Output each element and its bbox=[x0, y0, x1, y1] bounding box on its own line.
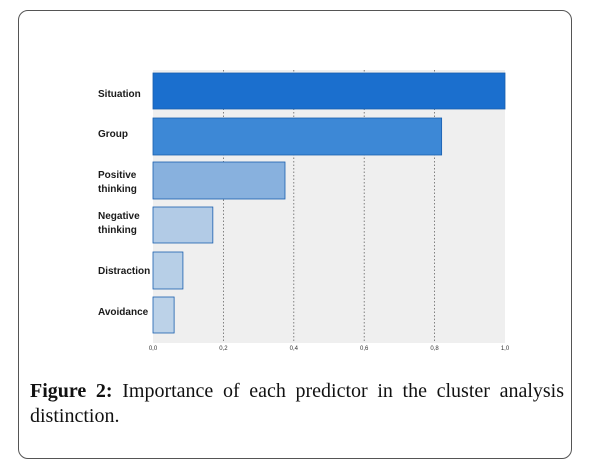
figure-caption: Figure 2: Importance of each predictor i… bbox=[30, 379, 564, 429]
bar bbox=[152, 117, 443, 156]
category-label: Group bbox=[98, 129, 128, 140]
caption-text: Importance of each predictor in the clus… bbox=[30, 380, 564, 427]
category-label: Distraction bbox=[98, 266, 150, 277]
category-labels: Situation Group Positive thinking Negative th… bbox=[98, 89, 150, 318]
x-tick-label: 0,2 bbox=[219, 346, 228, 352]
plot-background bbox=[153, 70, 505, 343]
x-tick-label: 1,0 bbox=[501, 346, 510, 352]
bar bbox=[152, 206, 214, 244]
x-tick-labels: 0,0 0,2 0,4 0,6 0,8 1,0 bbox=[149, 346, 510, 352]
category-label: thinking bbox=[98, 225, 137, 236]
x-tick-label: 0,4 bbox=[290, 346, 299, 352]
bars bbox=[152, 72, 506, 334]
category-label: Negative bbox=[98, 211, 140, 222]
grid-lines bbox=[222, 70, 436, 343]
bar bbox=[152, 251, 184, 290]
bar bbox=[152, 296, 175, 334]
x-tick-label: 0,0 bbox=[149, 346, 158, 352]
x-tick-label: 0,8 bbox=[430, 346, 439, 352]
x-tick-label: 0,6 bbox=[360, 346, 369, 352]
category-label: Positive bbox=[98, 170, 137, 181]
category-label: thinking bbox=[98, 184, 137, 195]
category-label: Situation bbox=[98, 89, 141, 100]
bar bbox=[152, 161, 286, 200]
caption-label: Figure 2: bbox=[30, 380, 113, 402]
bar bbox=[152, 72, 506, 110]
category-label: Avoidance bbox=[98, 307, 149, 318]
